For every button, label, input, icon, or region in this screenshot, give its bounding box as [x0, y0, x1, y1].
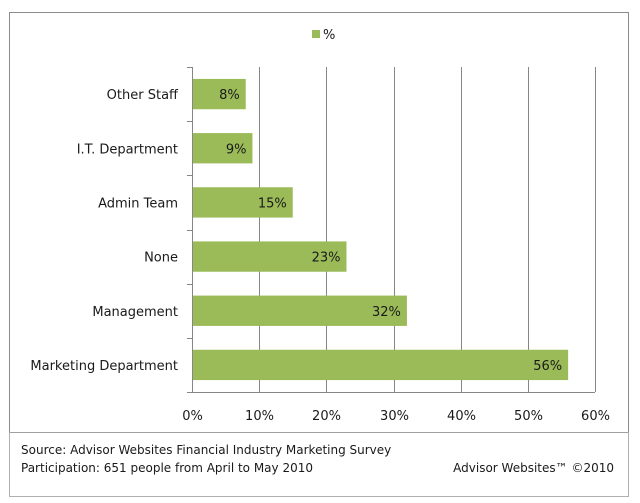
legend-swatch [312, 30, 320, 38]
category-label: Management [92, 305, 178, 320]
chart-frame [9, 12, 629, 432]
data-label: 9% [226, 142, 247, 157]
x-tick-label: 50% [514, 409, 543, 424]
x-tick-label: 20% [312, 409, 341, 424]
category-label: Admin Team [98, 196, 178, 211]
category-label: Other Staff [107, 88, 179, 103]
source-text: Source: Advisor Websites Financial Indus… [21, 443, 392, 457]
data-label: 56% [533, 359, 562, 374]
x-tick-label: 0% [182, 409, 203, 424]
bar [193, 241, 347, 272]
bar [193, 133, 253, 164]
source-note: Source: Advisor Websites Financial Indus… [21, 441, 391, 477]
data-label: 8% [219, 88, 240, 103]
chart-footer: Source: Advisor Websites Financial Indus… [9, 432, 629, 497]
bar [193, 295, 407, 326]
bar [193, 78, 246, 110]
axes [187, 67, 595, 393]
x-tick-label: 60% [581, 409, 610, 424]
data-label: 15% [258, 196, 287, 211]
bar [193, 349, 569, 381]
labels: 0% 10% 20% 30% 40% 50% 60% Other Staff 8% I.T. De… [30, 88, 610, 424]
category-label: None [144, 251, 178, 266]
data-label: 23% [312, 251, 341, 266]
x-tick-label: 40% [447, 409, 476, 424]
copyright-text: Advisor Websites™ ©2010 [453, 461, 614, 475]
legend: % [312, 28, 335, 43]
participation-text: Participation: 651 people from April to … [21, 461, 313, 475]
bars [193, 78, 569, 381]
category-label: I.T. Department [77, 142, 178, 157]
x-tick-label: 30% [380, 409, 409, 424]
legend-label: % [323, 28, 335, 43]
gridlines [259, 67, 596, 392]
bar [193, 187, 293, 218]
x-tick-label: 10% [245, 409, 274, 424]
data-label: 32% [372, 305, 401, 320]
category-label: Marketing Department [30, 359, 178, 374]
